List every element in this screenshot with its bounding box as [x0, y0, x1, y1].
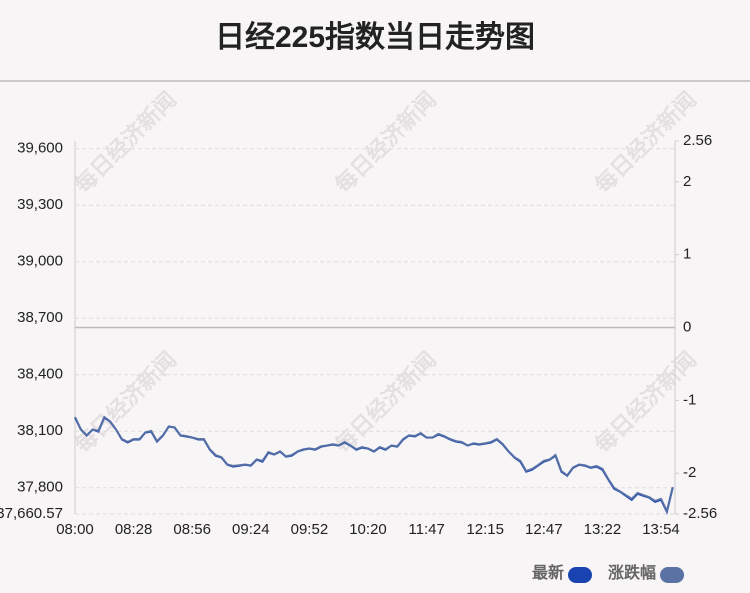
x-tick-label: 08:28: [115, 521, 153, 538]
x-tick-label: 13:54: [642, 521, 680, 538]
chart-title: 日经225指数当日走势图: [215, 20, 535, 54]
y-tick-label: 37,800: [17, 479, 63, 496]
x-tick-label: 09:24: [232, 521, 270, 538]
legend-label: 涨跌幅: [608, 563, 656, 582]
y-tick-label: 39,000: [17, 253, 63, 270]
x-tick-label: 12:47: [525, 521, 563, 538]
x-tick-label: 10:20: [349, 521, 387, 538]
x-tick-label: 11:47: [408, 521, 444, 538]
series-line: [74, 415, 674, 515]
y-tick-label: 38,400: [17, 366, 63, 383]
x-tick-label: 08:00: [56, 521, 94, 538]
x-tick-label: 12:15: [466, 521, 504, 538]
y-tick-label: 39,600: [17, 140, 63, 157]
y2-tick-label: -2: [683, 464, 696, 481]
legend-label: 最新: [532, 563, 564, 582]
x-tick-label: 08:56: [173, 521, 211, 538]
y2-tick-label: -1: [683, 391, 696, 408]
y-tick-label: 38,700: [17, 309, 63, 326]
x-tick-label: 09:52: [291, 521, 329, 538]
y2-tick-label: -2.56: [683, 505, 717, 522]
y2-tick-label: 2.56: [683, 132, 712, 149]
y2-tick-label: 0: [683, 318, 691, 335]
x-tick-label: 13:22: [584, 521, 622, 538]
y-tick-label: 38,100: [17, 422, 63, 439]
y2-tick-label: 2: [683, 173, 691, 190]
y-tick-label: 39,300: [17, 196, 63, 213]
legend-swatch: [660, 567, 685, 583]
y-tick-label: 37,660.57: [0, 505, 63, 522]
y2-tick-label: 1: [683, 246, 691, 263]
legend-swatch: [568, 567, 593, 583]
